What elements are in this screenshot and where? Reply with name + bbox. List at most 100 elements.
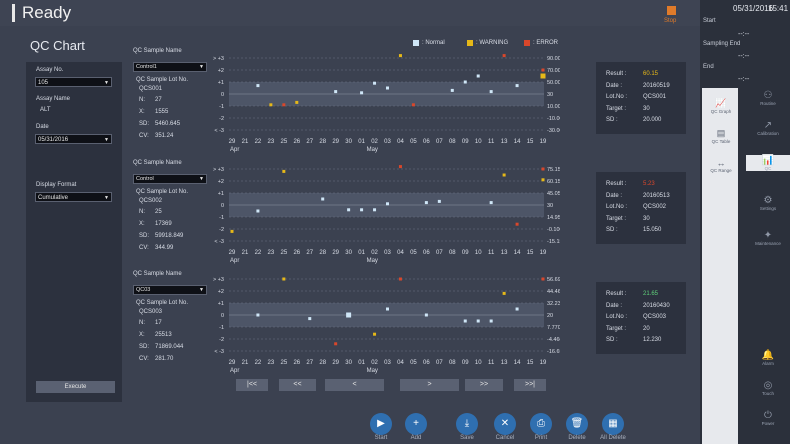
side-item-calibration[interactable]: ↗ Calibration	[746, 120, 790, 136]
qc-data-point[interactable]	[502, 54, 506, 58]
result-row-value: 30	[643, 215, 650, 222]
y-tick-label: -2	[219, 227, 224, 233]
qc-data-point[interactable]	[334, 342, 338, 346]
side-item-maintenance[interactable]: ✦ Maintenance	[746, 230, 790, 246]
side-item-qc[interactable]: 📊 QC	[746, 155, 790, 171]
qc-data-point[interactable]	[360, 91, 364, 95]
qc-data-point[interactable]	[386, 202, 389, 206]
month-label-may: May	[367, 368, 378, 374]
qc-data-point[interactable]	[230, 229, 234, 233]
add-label[interactable]: Add	[410, 435, 422, 441]
qc-data-point[interactable]	[424, 313, 428, 317]
side-item-qc-table[interactable]: ▤ QC Table	[704, 128, 738, 144]
qc-data-point[interactable]	[360, 208, 364, 212]
cancel-label[interactable]: Cancel	[495, 435, 515, 441]
qc-data-point[interactable]	[373, 208, 377, 212]
qc-data-point[interactable]	[489, 201, 493, 205]
display-format-select[interactable]: Cumulative ▼	[35, 192, 112, 202]
qc-data-point[interactable]	[321, 197, 325, 201]
qc-data-point[interactable]	[347, 208, 351, 212]
delete-label[interactable]: Delete	[568, 435, 586, 441]
qc-data-point[interactable]	[515, 84, 519, 88]
qc-data-point[interactable]	[541, 277, 545, 281]
qc-data-point[interactable]	[541, 178, 545, 182]
qc-sample-select[interactable]: QC03 ▼	[133, 285, 207, 295]
qc-sample-select[interactable]: Control1 ▼	[133, 62, 207, 72]
qc-data-point[interactable]	[282, 277, 286, 281]
qc-data-point[interactable]	[386, 307, 389, 311]
delete-button[interactable]: 🗑	[566, 413, 588, 435]
qc-data-point[interactable]	[282, 169, 286, 173]
qc-data-point[interactable]	[398, 277, 402, 281]
qc-data-point[interactable]	[515, 222, 519, 226]
x-tick-label: 15	[527, 360, 534, 366]
side-item-power[interactable]: ⏻ Power	[746, 410, 790, 426]
qc-data-point[interactable]	[476, 74, 480, 78]
qc-data-point[interactable]	[489, 90, 493, 94]
y-tick-label: -2	[219, 337, 224, 343]
qc-lot-value: QCS003	[139, 309, 163, 315]
stop-icon[interactable]	[667, 6, 676, 15]
qc-data-point[interactable]	[515, 307, 519, 311]
start-button[interactable]: ▶	[370, 413, 392, 435]
nav-first-button[interactable]: |<<	[236, 379, 268, 391]
qc-data-point[interactable]	[308, 317, 312, 321]
qc-data-point[interactable]	[541, 68, 545, 72]
qc-data-point[interactable]	[282, 103, 286, 107]
print-label[interactable]: Print	[534, 435, 548, 441]
date-select[interactable]: 05/31/2016 ▼	[35, 134, 112, 144]
date-label: Date	[36, 124, 49, 130]
qc-data-point[interactable]	[256, 209, 260, 213]
nav-prev-button[interactable]: <	[325, 379, 384, 391]
qc-data-point[interactable]	[398, 165, 402, 169]
qc-data-point[interactable]	[398, 54, 402, 58]
save-button[interactable]: ⤓	[456, 413, 478, 435]
qc-data-point[interactable]	[437, 199, 441, 203]
side-item-routine[interactable]: ⚇ Routine	[746, 90, 790, 106]
all-delete-button[interactable]: ▦	[602, 413, 624, 435]
nav-last-button[interactable]: >>|	[514, 379, 546, 391]
nav-next-button[interactable]: >	[400, 379, 459, 391]
qc-data-point[interactable]	[334, 90, 338, 94]
qc-data-point[interactable]	[256, 313, 260, 317]
qc-data-point[interactable]	[411, 103, 415, 107]
side-item-touch[interactable]: ◎ Touch	[746, 380, 790, 396]
qc-data-point[interactable]	[502, 173, 506, 177]
qc-data-point[interactable]	[450, 88, 454, 92]
side-item-qc-graph[interactable]: 📈 QC Graph	[704, 98, 738, 114]
qc-data-point[interactable]	[373, 81, 377, 85]
x-tick-label: 22	[255, 139, 262, 145]
qc-data-point[interactable]	[541, 167, 545, 171]
qc-sample-select[interactable]: Control ▼	[133, 174, 207, 184]
qc-data-point[interactable]	[269, 103, 273, 107]
result-row-value: 60.15	[643, 71, 659, 77]
qc-data-point[interactable]	[295, 100, 299, 104]
qc-data-point[interactable]	[489, 319, 493, 323]
assay-no-select[interactable]: 105 ▼	[35, 77, 112, 87]
print-button[interactable]: ⎙	[530, 413, 552, 435]
side-item-settings[interactable]: ⚙ Settings	[746, 195, 790, 211]
stop-label[interactable]: Stop	[664, 18, 677, 24]
result-row-label: Date :	[606, 192, 623, 199]
side-item-alarm[interactable]: 🔔 Alarm	[746, 350, 790, 366]
nav-next-page-button[interactable]: >>	[465, 379, 503, 391]
qc-data-point[interactable]	[373, 332, 377, 336]
qc-data-point[interactable]	[424, 201, 428, 205]
cancel-button[interactable]: ✕	[494, 413, 516, 435]
add-button[interactable]: +	[405, 413, 427, 435]
start-label[interactable]: Start	[374, 435, 388, 441]
qc-data-point[interactable]	[346, 312, 352, 318]
qc-data-point[interactable]	[463, 319, 467, 323]
nav-prev-page-button[interactable]: <<	[279, 379, 316, 391]
qc-data-point[interactable]	[256, 84, 260, 88]
qc-data-point[interactable]	[540, 73, 546, 79]
qc-data-point[interactable]	[386, 86, 389, 90]
qc-data-point[interactable]	[463, 80, 467, 84]
save-label[interactable]: Save	[460, 435, 474, 441]
execute-button[interactable]: Execute	[36, 381, 115, 393]
qc-data-point[interactable]	[502, 291, 506, 295]
qc-data-point[interactable]	[476, 319, 480, 323]
all-delete-label[interactable]: All Delete	[600, 435, 626, 441]
x-tick-label: 07	[436, 139, 443, 145]
side-item-qc-range[interactable]: ↔ QC Range	[704, 158, 738, 173]
